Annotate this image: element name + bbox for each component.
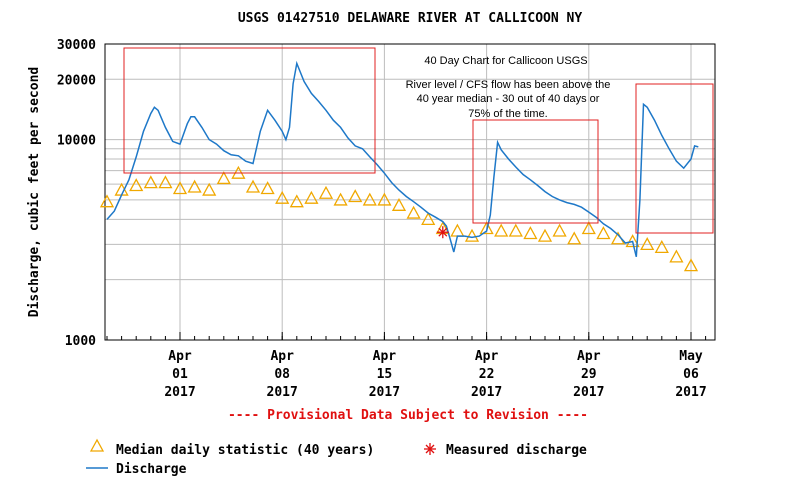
x-axis-ticks: Apr 01 2017 Apr 08 2017 Apr 15 2017 Apr 22 2017 Apr 2… [106,332,707,400]
legend-label-measured: Measured discharge [446,443,587,458]
x-tick-label: 2017 [267,385,298,400]
median-triangle-marker [683,258,699,272]
x-tick-label: 2017 [164,385,195,400]
median-triangle-marker [421,211,436,226]
x-tick-label: 22 [479,367,495,382]
y-axis-label: Discharge, cubic feet per second [27,67,42,317]
x-tick-label: Apr [373,349,397,364]
grid-lines [105,44,715,340]
median-triangle-marker [596,226,611,240]
annotation-line-1: River level / CFS flow has been above th… [406,79,611,91]
highlight-box [472,119,599,224]
median-triangle-marker [158,175,173,189]
x-tick-label: 01 [172,367,188,382]
chart-title: USGS 01427510 DELAWARE RIVER AT CALLICOO… [238,11,583,26]
median-triangle-marker [318,185,334,199]
highlight-box [123,47,376,174]
legend-label-discharge: Discharge [116,462,187,477]
annotation-line-2: 40 year median - 30 out of 40 days or [417,93,600,105]
median-triangle-marker [245,179,261,193]
median-triangle-marker [450,223,465,237]
median-triangle-marker [99,194,115,208]
median-triangle-marker [260,181,275,195]
provisional-note: ---- Provisional Data Subject to Revisio… [228,408,588,423]
x-tick-label: Apr [270,349,294,364]
plot-frame [104,43,716,341]
x-tick-label: May [679,349,703,364]
x-tick-label: 29 [581,367,597,382]
legend-label-median: Median daily statistic (40 years) [116,443,374,458]
median-triangle-marker [391,197,407,211]
highlight-boxes [123,47,714,234]
x-tick-label: Apr [475,349,499,364]
legend: Median daily statistic (40 years) Measur… [86,438,587,477]
x-tick-label: 2017 [369,385,400,400]
x-tick-label: 2017 [573,385,604,400]
y-axis-ticks: 1000 10000 20000 30000 [57,38,96,349]
annotation-heading: 40 Day Chart for Callicoon USGS [424,55,587,67]
legend-triangle-icon [89,438,105,452]
median-triangle-marker [187,179,202,193]
median-triangle-marker [216,171,231,185]
median-triangle-marker [202,182,217,196]
annotation-line-3: 75% of the time. [468,108,548,120]
median-triangle-marker [537,228,553,242]
median-triangle-marker [625,234,640,248]
median-triangle-marker [640,237,655,251]
median-triangle-marker [333,192,348,206]
measured-markers [436,226,449,239]
median-triangle-marker [348,189,363,203]
median-triangle-marker [172,181,188,195]
y-tick-label: 10000 [57,134,96,149]
median-triangle-marker [275,190,290,204]
median-triangle-marker [494,223,509,237]
y-tick-label: 20000 [57,73,96,88]
median-triangle-marker [479,221,494,235]
y-tick-label: 30000 [57,38,96,53]
x-tick-label: 2017 [471,385,502,400]
median-triangle-marker [552,223,567,237]
highlight-box [635,83,714,234]
median-triangle-marker [508,223,523,237]
x-tick-label: Apr [168,349,192,364]
discharge-series-line [106,60,699,257]
median-triangle-marker [523,226,538,240]
median-triangle-marker [143,175,158,189]
median-triangle-marker [654,239,669,253]
median-triangle-marker [289,194,304,208]
legend-asterisk-icon [424,443,436,455]
median-triangle-marker [362,192,377,206]
x-tick-label: Apr [577,349,601,364]
y-tick-label: 1000 [65,334,96,349]
x-tick-label: 15 [377,367,393,382]
median-triangle-marker [464,228,480,242]
median-triangle-marker [129,178,144,192]
x-tick-label: 08 [274,367,290,382]
median-triangle-marker [304,190,319,204]
median-triangle-marker [567,231,582,245]
median-triangle-marker [669,249,684,263]
median-triangle-marker [581,221,596,235]
median-triangle-marker [377,192,392,206]
x-tick-label: 06 [683,367,699,382]
median-triangle-marker [406,205,421,219]
measured-asterisk-marker [436,226,449,239]
x-tick-label: 2017 [675,385,706,400]
